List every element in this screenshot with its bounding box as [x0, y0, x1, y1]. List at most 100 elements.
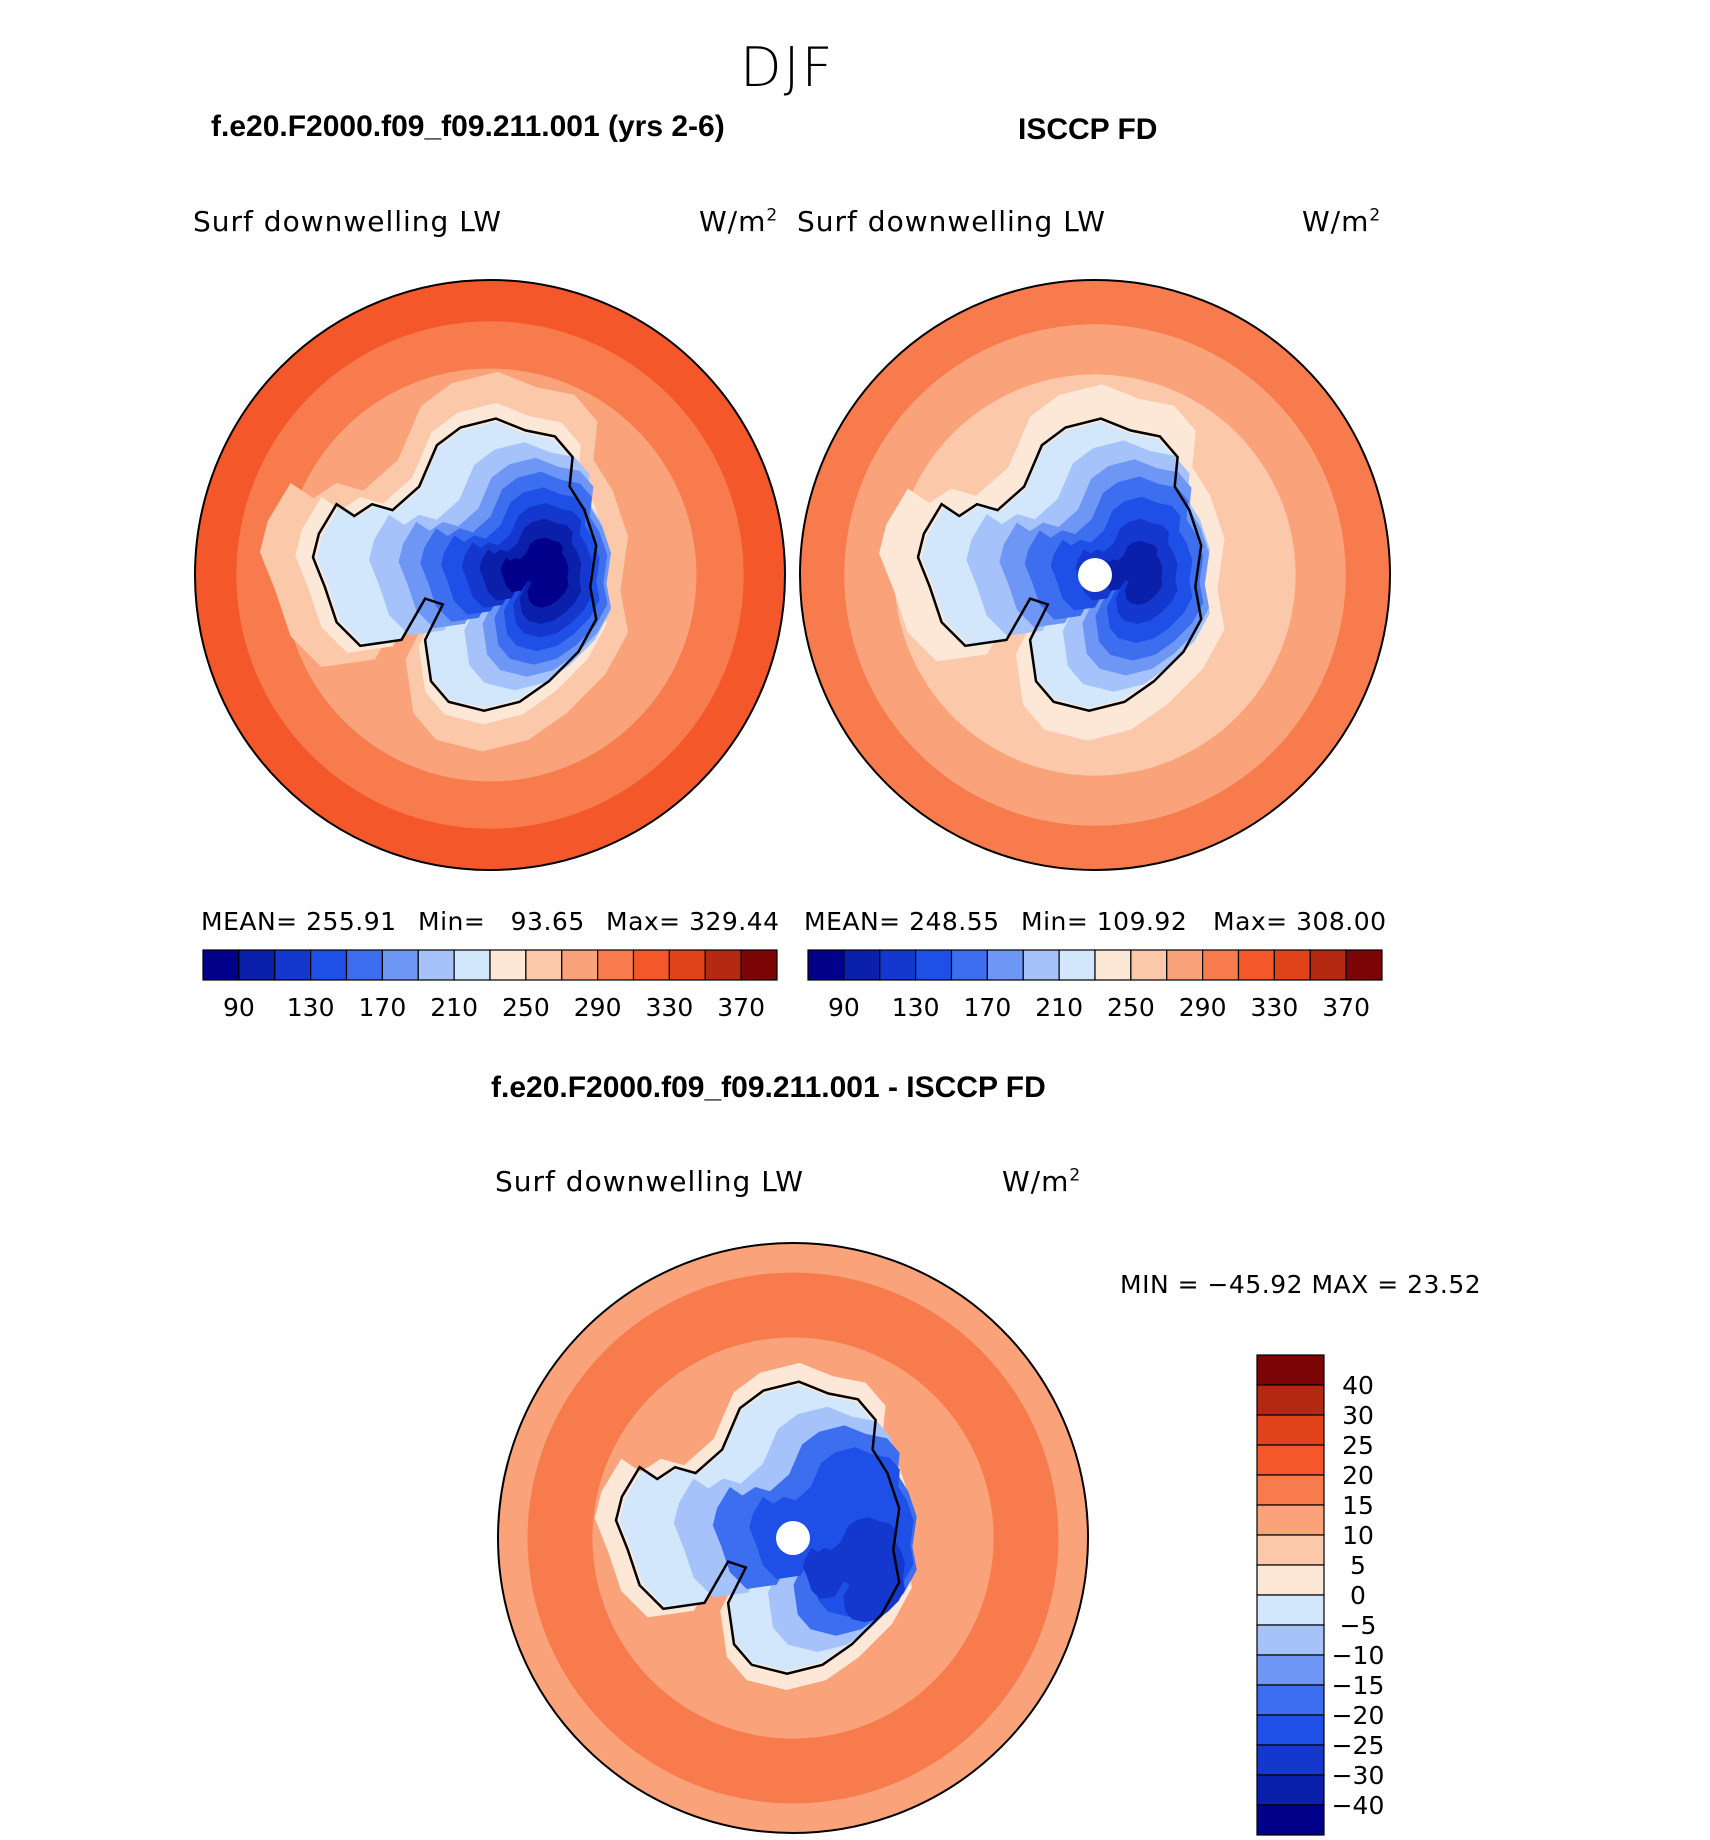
colorbar-tick-label: 330	[1251, 993, 1299, 1022]
colorbar-tick-label: −10	[1332, 1641, 1385, 1670]
colorbar-swatch	[1130, 949, 1168, 981]
panel1-min: Min= 93.65	[418, 907, 585, 936]
pole-hole	[776, 1521, 810, 1555]
map-panel-2	[800, 280, 1390, 870]
colorbar-swatch	[417, 949, 455, 981]
panel1-min-label: Min=	[418, 907, 486, 936]
map-border-2	[799, 279, 1391, 871]
colorbar-swatch	[453, 949, 491, 981]
panel3-title: f.e20.F2000.f09_f09.211.001 - ISCCP FD	[491, 1071, 1046, 1104]
colorbar-tick-label: 20	[1342, 1461, 1374, 1490]
colorbar-swatch	[597, 949, 635, 981]
colorbar-swatch	[879, 949, 917, 981]
panel2-title: ISCCP FD	[1018, 113, 1158, 146]
contour-band	[1100, 540, 1163, 605]
colorbar-swatch	[1256, 1774, 1325, 1806]
colorbar-swatch	[1256, 1564, 1325, 1596]
colorbar-tick-label: −25	[1332, 1731, 1385, 1760]
colorbar-swatch	[238, 949, 276, 981]
contour-band	[500, 537, 569, 608]
panel2-mean-label: MEAN=	[804, 907, 901, 936]
pole-hole	[1078, 558, 1112, 592]
colorbar-tick-label: 170	[359, 993, 407, 1022]
colorbar-swatch	[1256, 1744, 1325, 1776]
colorbar-swatch	[1256, 1414, 1325, 1446]
coastline	[311, 417, 598, 712]
panel2-max: Max= 308.00	[1213, 907, 1387, 936]
colorbar-tick-label: −40	[1332, 1791, 1385, 1820]
panel1-variable: Surf downwelling LW	[193, 205, 502, 238]
colorbar-swatch	[345, 949, 383, 981]
colorbar-tick-label: 170	[964, 993, 1012, 1022]
panel2-stats: MEAN= 248.55	[804, 907, 1000, 936]
colorbar-swatch	[489, 949, 527, 981]
colorbar-swatch	[202, 949, 240, 981]
colorbar-swatch	[1256, 1504, 1325, 1536]
colorbar-tick-label: 290	[1179, 993, 1227, 1022]
colorbar-swatch	[1202, 949, 1240, 981]
colorbar-tick-label: 5	[1350, 1551, 1366, 1580]
colorbar-swatch	[1256, 1714, 1325, 1746]
colorbar-swatch	[1256, 1354, 1325, 1386]
colorbar-tick-label: −20	[1332, 1701, 1385, 1730]
colorbar-tick-label: 90	[828, 993, 860, 1022]
colorbar-swatch	[632, 949, 670, 981]
colorbar-swatch	[1256, 1684, 1325, 1716]
panel1-units: W/m2	[699, 205, 779, 238]
colorbar-swatch	[1256, 1654, 1325, 1686]
colorbar-swatch	[310, 949, 348, 981]
colorbar-tick-label: 130	[892, 993, 940, 1022]
colorbar-swatch	[740, 949, 778, 981]
colorbar-swatch	[807, 949, 845, 981]
colorbar-swatch	[1058, 949, 1096, 981]
colorbar-tick-label: 250	[502, 993, 550, 1022]
colorbar-swatch	[843, 949, 881, 981]
colorbar-swatch	[1345, 949, 1383, 981]
contour-band	[803, 1517, 905, 1623]
colorbar-tick-label: 25	[1342, 1431, 1374, 1460]
coastline	[916, 417, 1203, 712]
colorbar-swatch	[1256, 1534, 1325, 1566]
colorbar-tick-label: 40	[1342, 1371, 1374, 1400]
colorbar-tick-label: 210	[430, 993, 478, 1022]
panel2-mean-value: 248.55	[909, 907, 1000, 936]
panel1-max: Max= 329.44	[606, 907, 780, 936]
panel3-variable: Surf downwelling LW	[495, 1165, 804, 1198]
colorbar-tick-label: 210	[1035, 993, 1083, 1022]
panel3-units: W/m2	[1002, 1165, 1082, 1198]
panel2-min-label: Min=	[1021, 907, 1089, 936]
colorbar-1: 90 130 170 210 250 290 330 370	[202, 949, 778, 1022]
colorbar-tick-label: −15	[1332, 1671, 1385, 1700]
colorbar-swatch	[1256, 1804, 1325, 1836]
panel2-units: W/m2	[1302, 205, 1382, 238]
colorbar-tick-label: 370	[1322, 993, 1370, 1022]
colorbar-swatch	[381, 949, 419, 981]
colorbar-swatch	[950, 949, 988, 981]
panel2-max-label: Max=	[1213, 907, 1288, 936]
map-border-3	[497, 1242, 1089, 1834]
panel2-variable: Surf downwelling LW	[797, 205, 1106, 238]
colorbar-tick-label: 30	[1342, 1401, 1374, 1430]
colorbar-tick-label: 330	[646, 993, 694, 1022]
panel1-mean-label: MEAN=	[201, 907, 298, 936]
colorbar-swatch	[1237, 949, 1275, 981]
colorbar-swatch	[915, 949, 953, 981]
colorbar-tick-label: 10	[1342, 1521, 1374, 1550]
colorbar-swatch	[1166, 949, 1204, 981]
panel2-min-value: 109.92	[1096, 907, 1188, 936]
colorbar-2: 90 130 170 210 250 290 330 370	[807, 949, 1383, 1022]
colorbar-swatch	[525, 949, 563, 981]
panel3-stats: MIN = −45.92 MAX = 23.52	[1120, 1270, 1482, 1299]
colorbar-swatch	[1256, 1594, 1325, 1626]
map-border-1	[194, 279, 786, 871]
colorbar-swatch	[1309, 949, 1347, 981]
colorbar-swatch	[1256, 1384, 1325, 1416]
colorbar-tick-label: 370	[717, 993, 765, 1022]
panel2-min: Min= 109.92	[1021, 907, 1187, 936]
panel1-max-label: Max=	[606, 907, 681, 936]
page-title: DJF	[740, 36, 835, 99]
colorbar-tick-label: 0	[1350, 1581, 1366, 1610]
colorbar-tick-label: −5	[1340, 1611, 1377, 1640]
